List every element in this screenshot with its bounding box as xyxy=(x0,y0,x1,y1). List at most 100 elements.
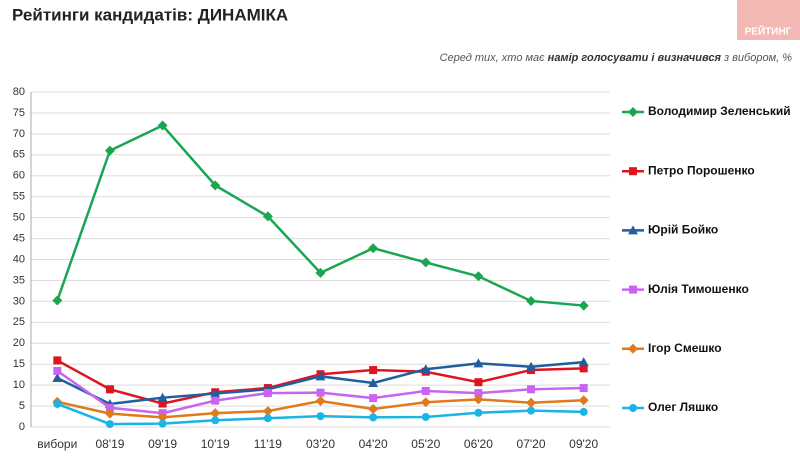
data-point xyxy=(420,257,431,268)
legend-marker xyxy=(628,343,638,354)
data-point xyxy=(369,394,378,403)
data-point xyxy=(368,403,379,414)
legend-marker xyxy=(629,167,637,176)
x-tick-label: 04'20 xyxy=(359,437,388,451)
data-point xyxy=(210,408,221,419)
data-point xyxy=(369,413,378,422)
data-point xyxy=(157,392,168,402)
subtitle-part: Серед тих, хто має xyxy=(440,52,548,64)
x-tick-label: 10'19 xyxy=(201,437,230,451)
subtitle-part: з вибором, % xyxy=(721,52,792,64)
y-tick-label: 20 xyxy=(13,337,25,349)
data-point xyxy=(473,358,484,368)
data-point xyxy=(420,364,431,374)
data-point xyxy=(211,416,220,425)
legend-label: Петро Порошенко xyxy=(648,163,755,177)
data-point xyxy=(210,180,221,191)
data-point xyxy=(527,385,536,394)
data-point xyxy=(315,371,326,381)
data-point xyxy=(53,366,62,375)
data-point xyxy=(210,388,221,398)
data-point xyxy=(527,406,536,415)
x-tick-label: 06'20 xyxy=(464,437,493,451)
data-point xyxy=(578,395,589,406)
x-tick-label: 08'19 xyxy=(95,437,124,451)
y-tick-label: 15 xyxy=(13,358,25,370)
data-point xyxy=(157,412,168,423)
y-tick-label: 60 xyxy=(13,170,25,182)
data-point xyxy=(52,295,63,306)
data-point xyxy=(579,364,588,373)
data-point xyxy=(420,397,431,408)
data-point xyxy=(474,378,483,387)
data-point xyxy=(53,356,62,365)
data-point xyxy=(526,295,537,306)
data-point xyxy=(105,420,114,429)
y-tick-label: 40 xyxy=(13,253,25,265)
logo-box xyxy=(737,0,800,40)
data-point xyxy=(316,388,325,397)
legend-marker xyxy=(629,285,637,294)
data-point xyxy=(368,243,379,254)
legend-marker xyxy=(628,225,638,235)
y-tick-label: 65 xyxy=(13,149,25,161)
subtitle-part: намір голосувати і визначився xyxy=(548,52,722,64)
data-point xyxy=(262,406,273,417)
data-point xyxy=(104,408,115,419)
data-point xyxy=(53,399,62,408)
y-tick-label: 0 xyxy=(19,421,25,433)
data-point xyxy=(578,300,589,311)
chart-title: Рейтинги кандидатів: ДИНАМІКА xyxy=(12,5,288,24)
data-point xyxy=(315,396,326,407)
data-point xyxy=(474,389,483,398)
legend-marker xyxy=(629,404,637,412)
x-tick-label: 09'20 xyxy=(569,437,598,451)
legend-label: Олег Ляшко xyxy=(648,400,718,414)
data-point xyxy=(474,408,483,417)
legend-marker xyxy=(628,107,638,117)
data-point xyxy=(52,373,63,383)
data-point xyxy=(262,211,273,222)
data-point xyxy=(579,384,588,393)
y-tick-label: 50 xyxy=(13,212,25,224)
legend-label: Володимир Зеленський xyxy=(648,104,791,118)
data-point xyxy=(579,407,588,416)
data-point xyxy=(526,361,537,371)
data-point xyxy=(369,366,378,375)
y-tick-label: 5 xyxy=(19,400,25,412)
y-tick-label: 75 xyxy=(13,107,25,119)
y-tick-label: 80 xyxy=(13,86,25,98)
x-tick-label: 03'20 xyxy=(306,437,335,451)
data-point xyxy=(421,386,430,395)
logo: РЕЙТИНГ xyxy=(745,25,792,38)
y-tick-label: 55 xyxy=(13,191,25,203)
legend-label: Юлія Тимошенко xyxy=(648,282,749,296)
y-tick-label: 35 xyxy=(13,274,25,286)
data-point xyxy=(473,271,484,282)
x-tick-label: вибори xyxy=(37,437,77,451)
y-tick-label: 25 xyxy=(13,316,25,328)
data-point xyxy=(104,145,115,156)
data-point xyxy=(526,397,537,408)
x-tick-label: 11'19 xyxy=(254,437,282,451)
data-point xyxy=(157,120,168,131)
legend-label: Ігор Смешко xyxy=(648,341,722,355)
y-tick-label: 10 xyxy=(13,379,25,391)
data-point xyxy=(158,419,167,428)
data-point xyxy=(421,412,430,421)
data-point xyxy=(473,394,484,405)
series-line xyxy=(56,123,584,307)
x-tick-label: 07'20 xyxy=(517,437,546,451)
data-point xyxy=(158,399,167,408)
data-point xyxy=(316,412,325,421)
data-point xyxy=(263,389,272,398)
y-tick-label: 30 xyxy=(13,295,25,307)
data-point xyxy=(105,403,114,412)
data-point xyxy=(211,396,220,405)
data-point xyxy=(578,357,589,367)
data-point xyxy=(315,267,326,278)
subtitle: Серед тих, хто має намір голосувати і ви… xyxy=(440,52,793,64)
data-point xyxy=(263,414,272,423)
data-point xyxy=(368,378,379,388)
